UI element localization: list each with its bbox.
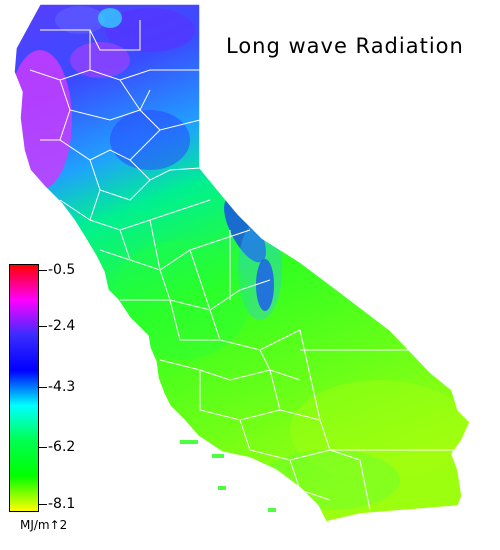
channel-islands <box>180 440 276 512</box>
legend-label-min: -8.1 <box>48 496 76 512</box>
legend-label: -6.2 <box>48 439 76 455</box>
map-title: Long wave Radiation <box>226 34 464 58</box>
legend-tick <box>39 387 47 388</box>
legend-tick <box>39 326 47 327</box>
color-scale-bar <box>9 264 39 512</box>
legend-tick <box>39 447 47 448</box>
legend-label-max: -0.5 <box>48 262 76 278</box>
legend-label: -2.4 <box>48 318 76 334</box>
county-boundaries <box>29 20 460 511</box>
legend-unit: MJ/m↑2 <box>20 518 68 532</box>
legend-tick <box>39 504 47 505</box>
legend-label: -4.3 <box>48 379 76 395</box>
legend-tick <box>39 270 47 271</box>
